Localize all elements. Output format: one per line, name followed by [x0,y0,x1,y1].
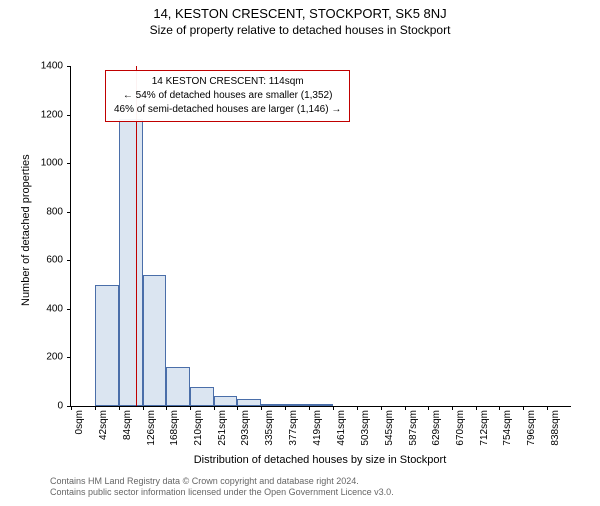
y-tick-mark [67,212,71,213]
y-tick-label: 400 [23,303,63,314]
x-tick-label: 419sqm [312,410,323,446]
x-tick-label: 545sqm [384,410,395,446]
legend-line-1: 14 KESTON CRESCENT: 114sqm [114,75,341,89]
y-tick-label: 200 [23,352,63,363]
histogram-bar [166,367,190,406]
histogram-bar [190,387,213,406]
x-tick-label: 712sqm [479,410,490,446]
x-tick-label: 587sqm [408,410,419,446]
y-tick-mark [67,115,71,116]
x-tick-label: 629sqm [431,410,442,446]
x-tick-mark [261,406,262,410]
y-tick-label: 800 [23,206,63,217]
x-tick-mark [452,406,453,410]
x-tick-label: 503sqm [360,410,371,446]
x-tick-mark [523,406,524,410]
x-tick-label: 377sqm [288,410,299,446]
y-tick-mark [67,66,71,67]
x-tick-mark [237,406,238,410]
x-tick-mark [71,406,72,410]
footer-attribution: Contains HM Land Registry data © Crown c… [50,476,394,498]
x-tick-mark [357,406,358,410]
x-tick-mark [285,406,286,410]
y-tick-mark [67,163,71,164]
x-tick-mark [499,406,500,410]
x-tick-mark [166,406,167,410]
x-tick-label: 796sqm [526,410,537,446]
histogram-bar [285,404,309,406]
x-tick-mark [95,406,96,410]
y-tick-mark [67,260,71,261]
footer-line-2: Contains public sector information licen… [50,487,394,498]
x-tick-label: 293sqm [240,410,251,446]
x-tick-mark [476,406,477,410]
x-tick-label: 168sqm [169,410,180,446]
y-axis-label: Number of detached properties [20,154,32,306]
x-tick-mark [333,406,334,410]
histogram-bar [95,285,119,406]
y-tick-label: 0 [23,401,63,412]
x-tick-label: 0sqm [74,410,85,434]
footer-line-1: Contains HM Land Registry data © Crown c… [50,476,394,487]
x-tick-mark [547,406,548,410]
y-tick-label: 600 [23,255,63,266]
histogram-bar [119,119,143,406]
chart-title: 14, KESTON CRESCENT, STOCKPORT, SK5 8NJ [0,6,600,21]
histogram-bar [261,404,285,406]
y-tick-label: 1000 [23,158,63,169]
x-tick-label: 335sqm [264,410,275,446]
x-tick-mark [190,406,191,410]
x-tick-label: 126sqm [146,410,157,446]
x-tick-mark [119,406,120,410]
y-tick-label: 1200 [23,109,63,120]
x-tick-label: 210sqm [193,410,204,446]
x-tick-mark [143,406,144,410]
x-tick-label: 84sqm [122,410,133,440]
x-tick-label: 754sqm [502,410,513,446]
x-tick-mark [428,406,429,410]
histogram-bar [143,275,167,406]
legend-box: 14 KESTON CRESCENT: 114sqm ← 54% of deta… [105,70,350,122]
x-tick-label: 42sqm [98,410,109,440]
x-tick-mark [381,406,382,410]
y-tick-mark [67,309,71,310]
x-tick-label: 670sqm [455,410,466,446]
x-tick-mark [309,406,310,410]
histogram-bar [309,404,333,406]
x-axis-label: Distribution of detached houses by size … [70,454,570,466]
x-tick-label: 838sqm [550,410,561,446]
chart-container: 14, KESTON CRESCENT, STOCKPORT, SK5 8NJ … [0,6,600,506]
x-tick-mark [405,406,406,410]
y-tick-mark [67,357,71,358]
histogram-bar [237,399,261,406]
x-tick-label: 251sqm [217,410,228,446]
histogram-bar [214,396,238,406]
legend-line-3: 46% of semi-detached houses are larger (… [114,103,341,117]
x-tick-label: 461sqm [336,410,347,446]
chart-subtitle: Size of property relative to detached ho… [0,23,600,37]
x-tick-mark [214,406,215,410]
legend-line-2: ← 54% of detached houses are smaller (1,… [114,89,341,103]
y-tick-label: 1400 [23,61,63,72]
